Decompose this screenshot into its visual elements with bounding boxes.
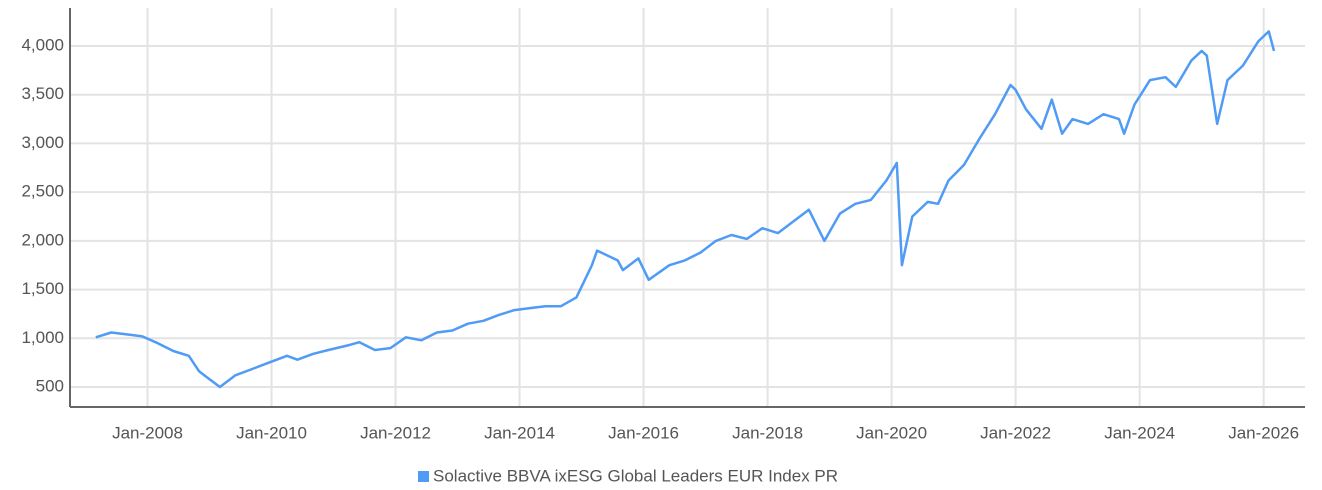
y-tick-label: 2,500 [21,182,64,201]
x-tick-label: Jan-2014 [484,423,555,442]
x-tick-label: Jan-2012 [360,423,431,442]
data-line [95,30,1276,389]
x-tick-label: Jan-2024 [1104,423,1175,442]
x-tick-label: Jan-2020 [856,423,927,442]
legend-swatch [418,471,429,482]
y-tick-label: 1,500 [21,279,64,298]
y-tick-label: 4,000 [21,35,64,54]
x-tick-label: Jan-2026 [1228,423,1299,442]
x-tick-label: Jan-2016 [608,423,679,442]
y-tick-label: 2,000 [21,230,64,249]
x-tick-label: Jan-2008 [112,423,183,442]
x-tick-label: Jan-2018 [732,423,803,442]
y-tick-label: 3,500 [21,84,64,103]
legend-label: Solactive BBVA ixESG Global Leaders EUR … [433,466,838,485]
y-tick-label: 1,000 [21,328,64,347]
y-tick-label: 3,000 [21,133,64,152]
x-tick-label: Jan-2010 [236,423,307,442]
y-tick-label: 500 [36,377,64,396]
x-tick-label: Jan-2022 [980,423,1051,442]
